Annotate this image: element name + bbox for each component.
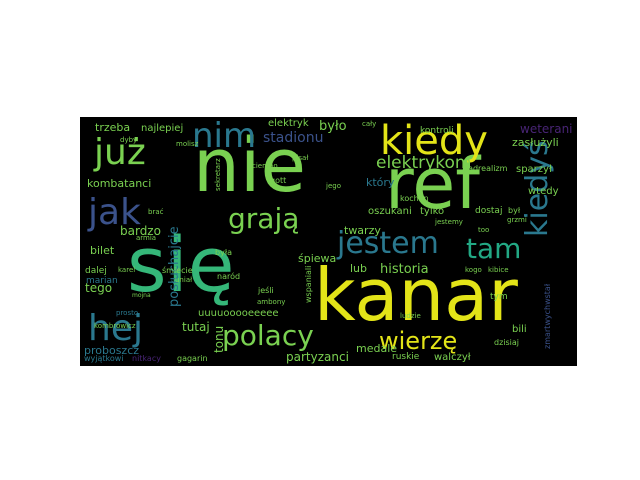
word-hadrealizm: hadrealizm <box>463 164 508 173</box>
word-nim: nim <box>192 117 257 156</box>
word-dzisiaj: dzisiaj <box>494 338 520 347</box>
word-gott: gott <box>270 176 287 185</box>
word-historia: historia <box>380 262 429 277</box>
word-unial: uniał <box>175 276 193 284</box>
word-caly: cały <box>362 120 377 128</box>
word-spiewa: śpiewa <box>298 252 337 265</box>
word-lub: lub <box>350 262 368 275</box>
word-gagarin: gagarin <box>177 354 208 363</box>
word-tam: tam <box>466 232 522 265</box>
word-sie: się <box>127 220 235 309</box>
word-byl: był <box>508 206 521 215</box>
word-kombrowicz: kombrowicz <box>94 322 136 330</box>
word-smiecie: śmiecie <box>162 266 193 275</box>
word-ciemno: ciemno <box>252 162 278 170</box>
word-ref: ref <box>385 143 480 225</box>
word-byla: była <box>215 248 232 257</box>
word-nie: nie <box>193 123 306 209</box>
word-trzeba: trzeba <box>95 121 131 134</box>
word-tym: tym <box>490 292 508 302</box>
word-tonu: tonu <box>212 325 226 353</box>
word-kogo: kogo <box>465 266 482 274</box>
word-wspaniali: wspaniali <box>304 265 313 303</box>
word-wtedy: wtedy <box>528 186 559 197</box>
word-juz: już <box>94 132 146 173</box>
word-tego: tego <box>85 281 113 295</box>
word-nitkacy: nitkacy <box>132 354 161 363</box>
word-wierze: wierzę <box>379 327 458 355</box>
word-brac: brać <box>148 208 164 216</box>
word-stadionu: stadionu <box>263 130 324 146</box>
word-wyjatkowi: wyjątkowi <box>84 354 124 363</box>
word-jestem: jestem <box>337 226 439 261</box>
word-tutaj: tutaj <box>182 320 210 334</box>
word-oszukani: oszukani <box>368 206 412 217</box>
word-jesli: jeśli <box>258 286 274 295</box>
word-kombatanci: kombatanci <box>87 177 152 190</box>
word-ktory: który <box>366 176 395 189</box>
word-ruskie: ruskie <box>392 352 420 362</box>
word-bardzo: bardzo <box>120 224 161 238</box>
word-dalej: dalej <box>85 266 107 276</box>
word-kochan: kochan <box>400 194 429 203</box>
word-najlepiej: najlepiej <box>141 123 184 134</box>
word-elektrykom: elektrykom <box>376 153 472 173</box>
word-tylko: tylko <box>420 206 445 217</box>
word-zasluzyli: zasłużyli <box>512 136 559 149</box>
word-grzmi: grzmi <box>507 216 527 224</box>
word-sparzyl: sparzył <box>516 164 552 175</box>
word-mojna: mojna <box>132 292 151 299</box>
word-dyby: dyby <box>120 136 138 144</box>
word-uuuuooooeeeee: uuuuooooeeeee <box>198 308 279 319</box>
word-polacy: polacy <box>222 319 314 352</box>
word-armia: armia <box>136 234 157 242</box>
word-kibice: kibice <box>488 266 509 274</box>
word-bilet: bilet <box>90 244 115 257</box>
word-walczyl: walczył <box>434 352 471 363</box>
word-proboszcz: proboszcz <box>84 344 140 357</box>
word-too: too <box>478 226 490 234</box>
word-twarzy: twarzy <box>344 224 381 237</box>
word-karel: karel <box>118 266 136 274</box>
word-dostaj: dostaj <box>475 206 503 216</box>
word-molisz: molisz <box>176 140 199 148</box>
word-kiedy: kiedy <box>380 118 488 164</box>
word-zmartwychwstal: zmartwychwstał <box>543 283 552 349</box>
word-weterani: weterani <box>520 122 573 136</box>
word-hej: hej <box>88 308 143 349</box>
word-cloud: nie ref się kanar kiedy już nim jak graj… <box>80 117 577 366</box>
word-elektryk: elektryk <box>268 118 309 129</box>
word-bylo: było <box>319 119 347 134</box>
word-marian: marian <box>86 276 118 286</box>
word-bili: bili <box>512 324 527 335</box>
word-kanar: kanar <box>314 253 518 337</box>
word-medale: medale <box>356 342 398 355</box>
word-graja: grają <box>228 202 300 235</box>
word-pisal: pisał <box>292 154 309 162</box>
word-jak: jak <box>88 192 141 233</box>
word-ludzie: ludzie <box>400 312 421 320</box>
word-narod: naród <box>217 272 241 281</box>
word-prosto: prosto <box>116 309 139 317</box>
word-kontroli: kontroli <box>420 126 454 136</box>
word-sekretarz: sekretarz <box>214 158 222 191</box>
word-jestemy: jestemy <box>435 218 463 226</box>
word-ambony: ambony <box>257 298 286 306</box>
word-jego: jego <box>326 182 341 190</box>
word-partyzanci: partyzanci <box>286 350 349 364</box>
